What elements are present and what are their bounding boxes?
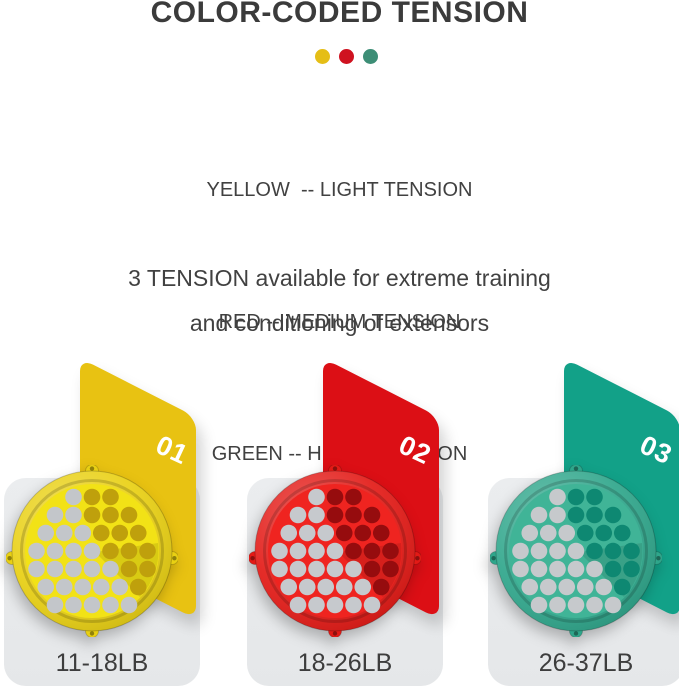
page-title: COLOR-CODED TENSION xyxy=(150,0,529,29)
green-dot xyxy=(363,49,378,64)
weight-label: 18-26LB xyxy=(297,649,393,677)
product-column-heavy: 03 26-37LB xyxy=(488,0,679,690)
red-dot xyxy=(339,49,354,64)
description-line-2: and conditioning of extensors xyxy=(189,310,490,336)
weight-label: 26-37LB xyxy=(538,649,634,677)
exerciser-disc-svg xyxy=(489,464,663,638)
weight-label: 11-18LB xyxy=(55,649,149,677)
legend-line-red: RED -- MEDIUM TENSION xyxy=(218,311,461,333)
product-column-light: 01 11-18LB xyxy=(4,0,200,690)
hand-exerciser-yellow xyxy=(5,464,179,638)
yellow-dot xyxy=(315,49,330,64)
product-column-medium: 02 18-26LB xyxy=(247,0,443,690)
description: 3 TENSION available for extreme training… xyxy=(0,256,679,346)
exerciser-disc-svg xyxy=(248,464,422,638)
exerciser-disc-svg xyxy=(5,464,179,638)
tension-color-dots xyxy=(0,49,679,64)
description-line-1: 3 TENSION available for extreme training xyxy=(128,265,551,291)
legend-line-yellow: YELLOW -- LIGHT TENSION xyxy=(206,179,473,201)
hand-exerciser-red xyxy=(248,464,422,638)
hand-exerciser-green xyxy=(489,464,663,638)
